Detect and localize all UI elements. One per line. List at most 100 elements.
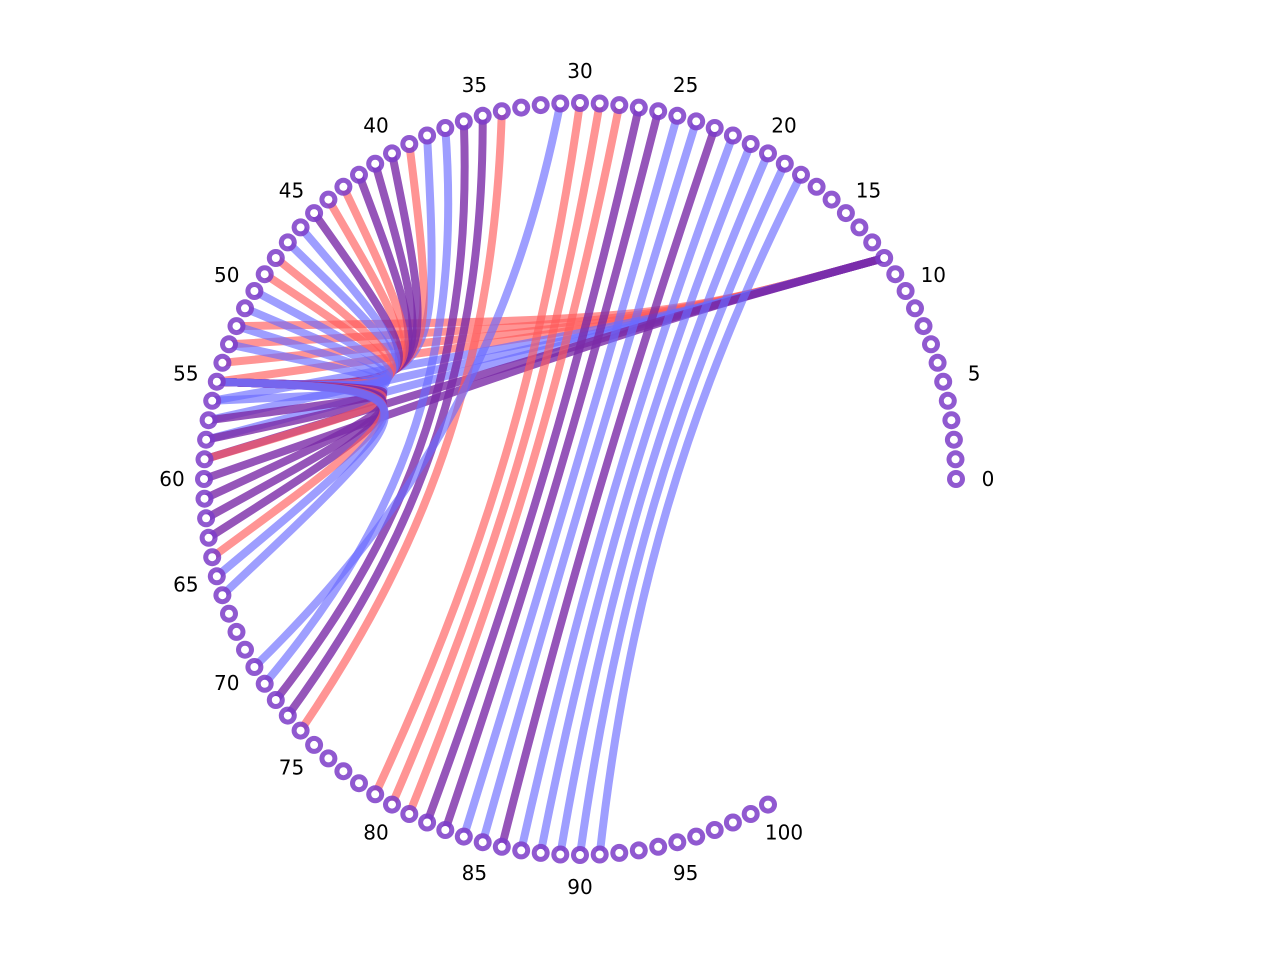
node-center-42 (355, 170, 363, 179)
link-31-70 (250, 99, 565, 671)
node-center-52 (232, 322, 241, 331)
node-center-64 (208, 553, 217, 562)
link-19-90 (576, 159, 789, 859)
node-center-43 (339, 182, 348, 191)
node-center-66 (218, 591, 227, 600)
node-center-45 (310, 209, 319, 218)
node-center-6 (933, 358, 942, 367)
node-center-90 (576, 851, 584, 859)
node-center-9 (911, 304, 919, 313)
node-center-50 (250, 287, 259, 295)
link-34-74 (296, 107, 506, 735)
nodes-layer (195, 94, 965, 864)
node-center-15 (841, 209, 850, 218)
node-center-92 (615, 848, 624, 857)
node-center-79 (371, 790, 380, 799)
node-center-27 (634, 103, 643, 112)
link-30-79 (371, 99, 584, 799)
node-center-75 (310, 740, 319, 749)
node-center-57 (204, 416, 213, 425)
node-center-35 (478, 111, 487, 120)
node-center-26 (654, 107, 663, 116)
node-center-86 (497, 842, 506, 851)
tick-label-50: 50 (214, 263, 239, 287)
node-center-37 (441, 124, 450, 132)
node-center-59 (200, 455, 209, 464)
node-center-100 (764, 800, 772, 809)
node-center-49 (260, 270, 269, 279)
node-center-3 (947, 416, 956, 425)
node-center-48 (271, 254, 280, 262)
node-center-83 (441, 826, 450, 834)
node-center-17 (812, 182, 821, 191)
link-21-88 (536, 140, 755, 857)
node-center-41 (371, 159, 380, 168)
tick-label-95: 95 (673, 861, 698, 885)
node-center-56 (208, 396, 217, 405)
node-center-73 (283, 711, 292, 720)
node-center-7 (927, 340, 935, 349)
node-center-84 (459, 832, 468, 841)
node-center-53 (225, 340, 233, 349)
node-center-55 (212, 377, 221, 386)
tick-label-25: 25 (673, 73, 698, 97)
tick-label-10: 10 (921, 263, 946, 287)
node-center-31 (556, 99, 565, 108)
node-center-44 (324, 195, 333, 204)
node-center-18 (797, 170, 805, 179)
node-center-87 (517, 846, 526, 855)
node-center-34 (497, 107, 506, 116)
link-28-81 (405, 101, 624, 818)
node-center-95 (673, 838, 682, 847)
node-center-23 (710, 124, 719, 132)
node-center-12 (880, 254, 889, 262)
node-center-36 (459, 117, 468, 126)
tick-label-85: 85 (462, 861, 487, 885)
node-center-78 (355, 779, 363, 788)
node-center-32 (536, 101, 545, 110)
tick-label-30: 30 (567, 59, 592, 83)
node-center-98 (728, 818, 737, 827)
node-center-71 (260, 679, 269, 688)
node-center-13 (868, 238, 877, 247)
node-center-14 (855, 223, 864, 232)
node-center-5 (939, 377, 948, 386)
node-center-58 (202, 435, 211, 444)
node-center-24 (692, 117, 701, 126)
link-20-89 (556, 149, 772, 859)
node-center-11 (891, 270, 900, 279)
node-center-96 (692, 832, 701, 841)
node-center-70 (250, 663, 259, 671)
node-center-67 (225, 609, 233, 618)
tick-label-80: 80 (363, 820, 388, 844)
node-center-21 (746, 140, 755, 148)
tick-label-100: 100 (765, 820, 803, 844)
node-center-51 (241, 304, 249, 313)
tick-label-70: 70 (214, 671, 239, 695)
node-center-82 (423, 818, 432, 827)
tick-label-45: 45 (279, 179, 304, 203)
link-23-86 (497, 124, 719, 851)
node-center-19 (780, 159, 789, 168)
node-center-46 (296, 223, 305, 232)
node-center-69 (241, 645, 249, 654)
node-center-99 (746, 810, 755, 818)
node-center-8 (919, 322, 928, 331)
node-center-63 (204, 533, 213, 542)
node-center-39 (405, 140, 414, 148)
node-center-80 (388, 800, 396, 809)
node-center-30 (576, 99, 584, 107)
node-center-33 (517, 103, 526, 112)
tick-label-20: 20 (771, 114, 796, 138)
link-27-82 (423, 103, 643, 827)
link-25-84 (459, 111, 682, 841)
node-center-47 (283, 238, 292, 247)
link-22-87 (517, 131, 737, 855)
tick-label-0: 0 (982, 467, 995, 491)
tick-label-40: 40 (363, 114, 388, 138)
node-center-93 (634, 846, 643, 855)
tick-labels-layer: 0 5 10 15 20 25 30 35 40 45 50 55 60 65 70 75 80 85 90 95 10… (159, 59, 994, 899)
node-center-77 (339, 767, 348, 776)
node-center-68 (232, 627, 241, 636)
